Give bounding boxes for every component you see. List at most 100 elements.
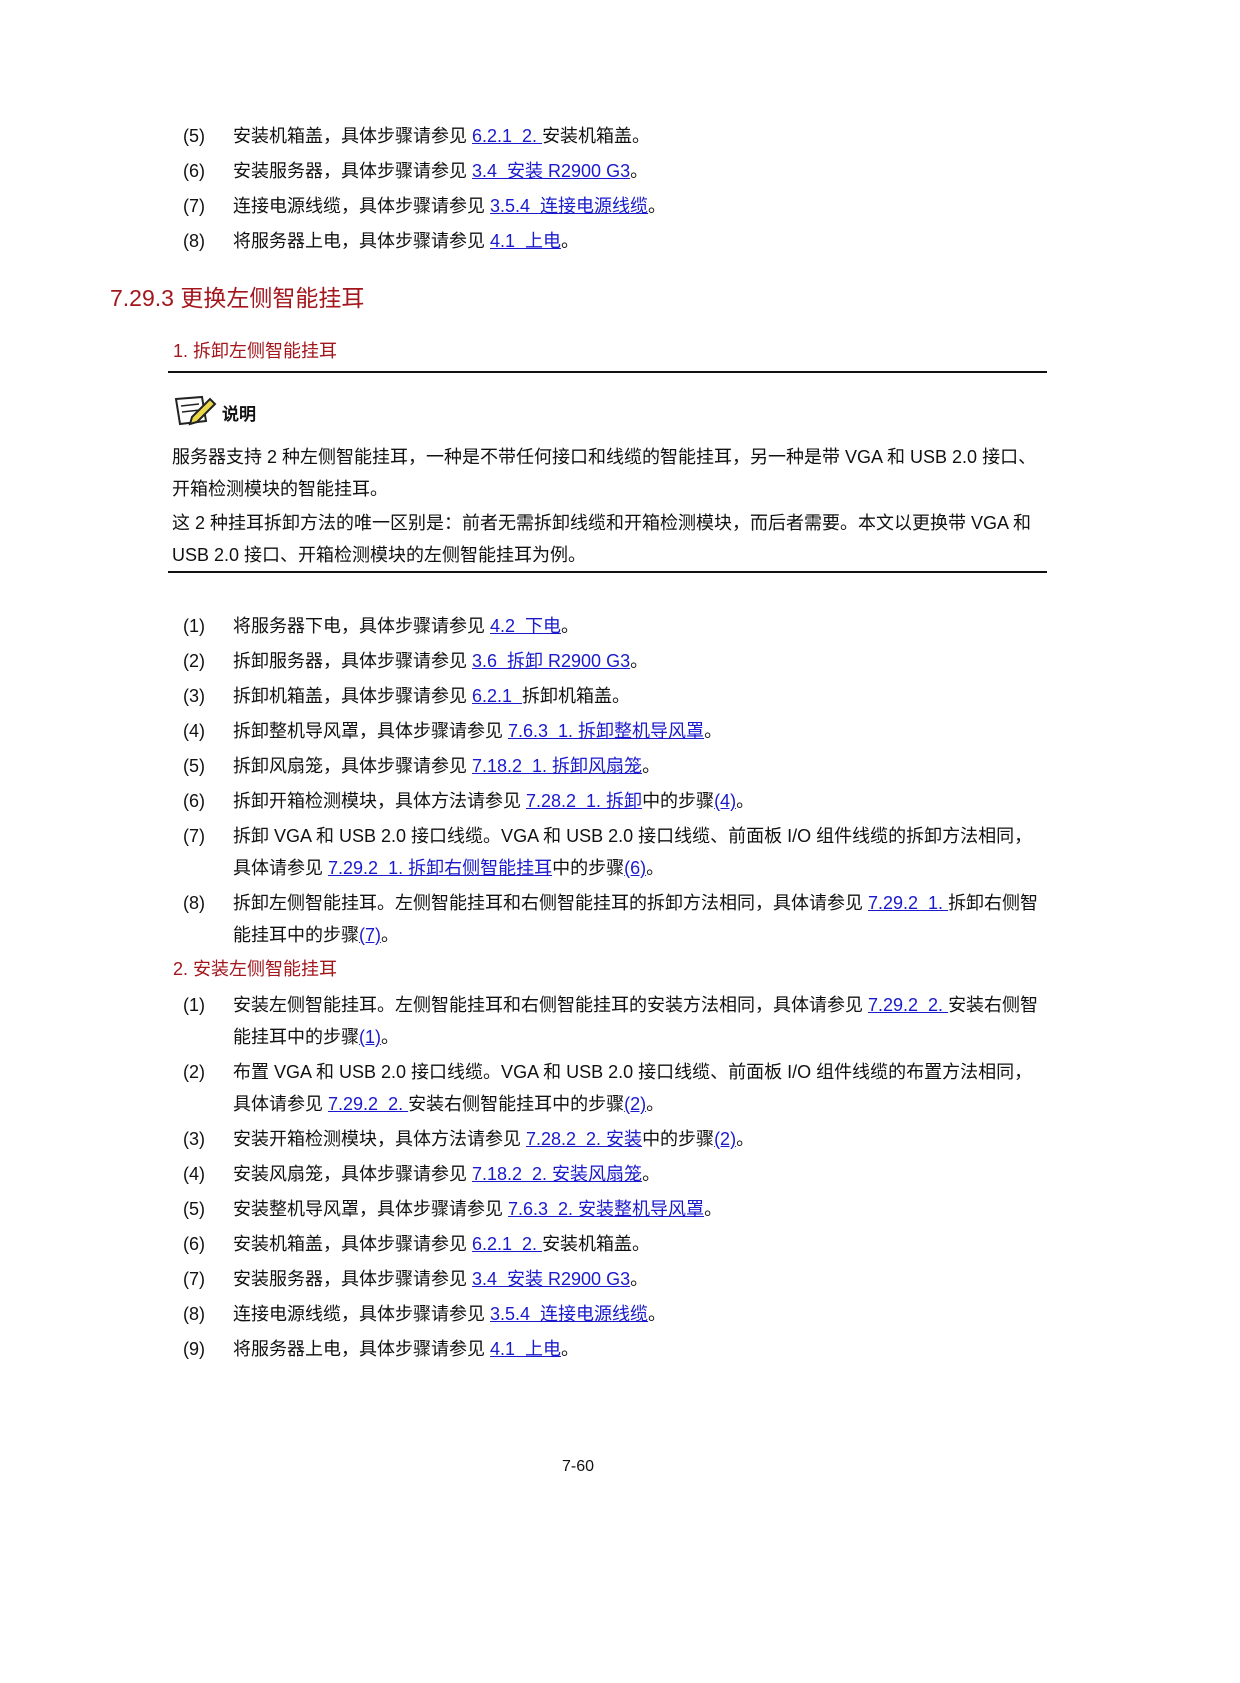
step-text: 。: [704, 1199, 723, 1219]
step-text: 安装机箱盖，具体步骤请参见: [233, 1234, 472, 1254]
step-text: 安装服务器，具体步骤请参见: [233, 1269, 472, 1289]
step-text: 安装右侧智能挂耳中的步骤: [408, 1094, 625, 1114]
cross-reference-link[interactable]: 7.29.2 1. 拆卸右侧智能挂耳: [328, 858, 553, 878]
step-item: (5) 安装整机导风罩，具体步骤请参见 7.6.3 2. 安装整机导风罩。: [170, 1193, 1050, 1225]
step-item: (5) 安装机箱盖，具体步骤请参见 6.2.1 2. 安装机箱盖。: [170, 120, 1050, 152]
step-item: (1) 安装左侧智能挂耳。左侧智能挂耳和右侧智能挂耳的安装方法相同，具体请参见 7…: [170, 989, 1050, 1053]
step-text: 。: [642, 756, 661, 776]
step-text: 拆卸左侧智能挂耳。左侧智能挂耳和右侧智能挂耳的拆卸方法相同，具体请参见: [233, 893, 868, 913]
cross-reference-link[interactable]: 3.6 拆卸 R2900 G3: [472, 651, 631, 671]
step-number: (8): [183, 1304, 205, 1324]
step-text: 安装机箱盖，具体步骤请参见: [233, 126, 472, 146]
step-item: (6) 安装机箱盖，具体步骤请参见 6.2.1 2. 安装机箱盖。: [170, 1228, 1050, 1260]
cross-reference-link[interactable]: 7.28.2 1. 拆卸: [526, 791, 643, 811]
cross-reference-link[interactable]: 7.18.2 1. 拆卸风扇笼: [472, 756, 643, 776]
cross-reference-link[interactable]: 7.28.2 2. 安装: [526, 1129, 643, 1149]
step-number: (6): [183, 791, 205, 811]
subsection-heading: 2. 安装左侧智能挂耳: [173, 959, 338, 979]
step-text: 安装风扇笼，具体步骤请参见: [233, 1164, 472, 1184]
step-number: (8): [183, 893, 205, 913]
step-number: (8): [183, 231, 205, 251]
cross-reference-link[interactable]: 7.6.3 1. 拆卸整机导风罩: [508, 721, 705, 741]
step-text: 。: [648, 196, 667, 216]
step-text: 安装整机导风罩，具体步骤请参见: [233, 1199, 508, 1219]
note-label: 说明: [222, 405, 256, 424]
step-item: (4) 安装风扇笼，具体步骤请参见 7.18.2 2. 安装风扇笼。: [170, 1158, 1050, 1190]
subsection-heading: 1. 拆卸左侧智能挂耳: [173, 341, 338, 361]
step-number: (3): [183, 686, 205, 706]
step-number: (2): [183, 1062, 205, 1082]
cross-reference-link[interactable]: 7.18.2 2. 安装风扇笼: [472, 1164, 643, 1184]
cross-reference-link[interactable]: 3.5.4 连接电源线缆: [490, 196, 649, 216]
cross-reference-link[interactable]: 7.29.2 2.: [868, 995, 949, 1015]
step-text: 拆卸服务器，具体步骤请参见: [233, 651, 472, 671]
cross-reference-link[interactable]: 3.5.4 连接电源线缆: [490, 1304, 649, 1324]
step-text: 。: [646, 858, 665, 878]
step-number: (5): [183, 756, 205, 776]
step-number: (1): [183, 616, 205, 636]
cross-reference-link[interactable]: 4.1 上电: [490, 231, 562, 251]
step-item: (6) 拆卸开箱检测模块，具体方法请参见 7.28.2 1. 拆卸中的步骤(4)。: [170, 785, 1050, 817]
note-icon: [174, 395, 217, 426]
step-text: 安装右侧智能挂耳中的步骤: [233, 995, 1039, 1047]
cross-reference-link[interactable]: 6.2.1 2.: [472, 1234, 543, 1254]
step-text: 将服务器上电，具体步骤请参见: [233, 231, 490, 251]
cross-reference-link[interactable]: (6): [624, 858, 647, 878]
step-item: (4) 拆卸整机导风罩，具体步骤请参见 7.6.3 1. 拆卸整机导风罩。: [170, 715, 1050, 747]
cross-reference-link[interactable]: 3.4 安装 R2900 G3: [472, 161, 631, 181]
step-text: 。: [381, 1027, 399, 1047]
cross-reference-link[interactable]: (4): [714, 791, 737, 811]
step-text: 。: [381, 925, 399, 945]
step-item: (9) 将服务器上电，具体步骤请参见 4.1 上电。: [170, 1333, 1050, 1365]
step-text: 拆卸 VGA 和 USB 2.0 接口线缆。VGA 和 USB 2.0 接口线缆…: [233, 826, 1033, 878]
step-text: 。: [630, 161, 649, 181]
step-number: (7): [183, 196, 205, 216]
step-list: (5) 安装机箱盖，具体步骤请参见 6.2.1 2. 安装机箱盖。 (6) 安装服务器…: [170, 120, 1050, 260]
cross-reference-link[interactable]: (2): [714, 1129, 737, 1149]
step-text: 安装机箱盖。: [542, 1234, 651, 1254]
step-item: (2) 拆卸服务器，具体步骤请参见 3.6 拆卸 R2900 G3。: [170, 645, 1050, 677]
step-item: (6) 安装服务器，具体步骤请参见 3.4 安装 R2900 G3。: [170, 155, 1050, 187]
step-text: 。: [561, 1339, 580, 1359]
cross-reference-link[interactable]: 3.4 安装 R2900 G3: [472, 1269, 631, 1289]
step-item: (7) 安装服务器，具体步骤请参见 3.4 安装 R2900 G3。: [170, 1263, 1050, 1295]
cross-reference-link[interactable]: 6.2.1 2.: [472, 126, 543, 146]
cross-reference-link[interactable]: 6.2.1: [472, 686, 523, 706]
step-number: (5): [183, 126, 205, 146]
page-number: 7-60: [561, 1458, 595, 1475]
step-item: (1) 将服务器下电，具体步骤请参见 4.2 下电。: [170, 610, 1050, 642]
cross-reference-link[interactable]: (1): [359, 1027, 381, 1047]
step-text: 。: [630, 651, 649, 671]
cross-reference-link[interactable]: (7): [359, 925, 381, 945]
step-text: 。: [736, 1129, 755, 1149]
step-number: (6): [183, 161, 205, 181]
step-text: 。: [646, 1094, 665, 1114]
step-number: (4): [183, 721, 205, 741]
step-list: (1) 将服务器下电，具体步骤请参见 4.2 下电。 (2) 拆卸服务器，具体步骤请参…: [170, 610, 1050, 954]
step-number: (7): [183, 1269, 205, 1289]
step-text: 拆卸开箱检测模块，具体方法请参见: [233, 791, 526, 811]
cross-reference-link[interactable]: 4.2 下电: [490, 616, 562, 636]
step-list: (1) 安装左侧智能挂耳。左侧智能挂耳和右侧智能挂耳的安装方法相同，具体请参见 7…: [170, 989, 1050, 1368]
step-number: (9): [183, 1339, 205, 1359]
step-text: 中的步骤: [642, 791, 715, 811]
step-text: 。: [642, 1164, 661, 1184]
step-text: 拆卸整机导风罩，具体步骤请参见: [233, 721, 508, 741]
step-text: 中的步骤: [552, 858, 625, 878]
cross-reference-link[interactable]: (2): [624, 1094, 647, 1114]
step-number: (5): [183, 1199, 205, 1219]
step-text: 安装开箱检测模块，具体方法请参见: [233, 1129, 526, 1149]
step-text: 将服务器下电，具体步骤请参见: [233, 616, 490, 636]
step-text: 安装机箱盖。: [542, 126, 651, 146]
step-item: (7) 连接电源线缆，具体步骤请参见 3.5.4 连接电源线缆。: [170, 190, 1050, 222]
step-text: 中的步骤: [642, 1129, 715, 1149]
cross-reference-link[interactable]: 7.6.3 2. 安装整机导风罩: [508, 1199, 705, 1219]
step-item: (7) 拆卸 VGA 和 USB 2.0 接口线缆。VGA 和 USB 2.0 接…: [170, 820, 1050, 884]
step-text: 将服务器上电，具体步骤请参见: [233, 1339, 490, 1359]
step-text: 安装服务器，具体步骤请参见: [233, 161, 472, 181]
step-number: (6): [183, 1234, 205, 1254]
cross-reference-link[interactable]: 4.1 上电: [490, 1339, 562, 1359]
cross-reference-link[interactable]: 7.29.2 2.: [328, 1094, 409, 1114]
cross-reference-link[interactable]: 7.29.2 1.: [868, 893, 949, 913]
